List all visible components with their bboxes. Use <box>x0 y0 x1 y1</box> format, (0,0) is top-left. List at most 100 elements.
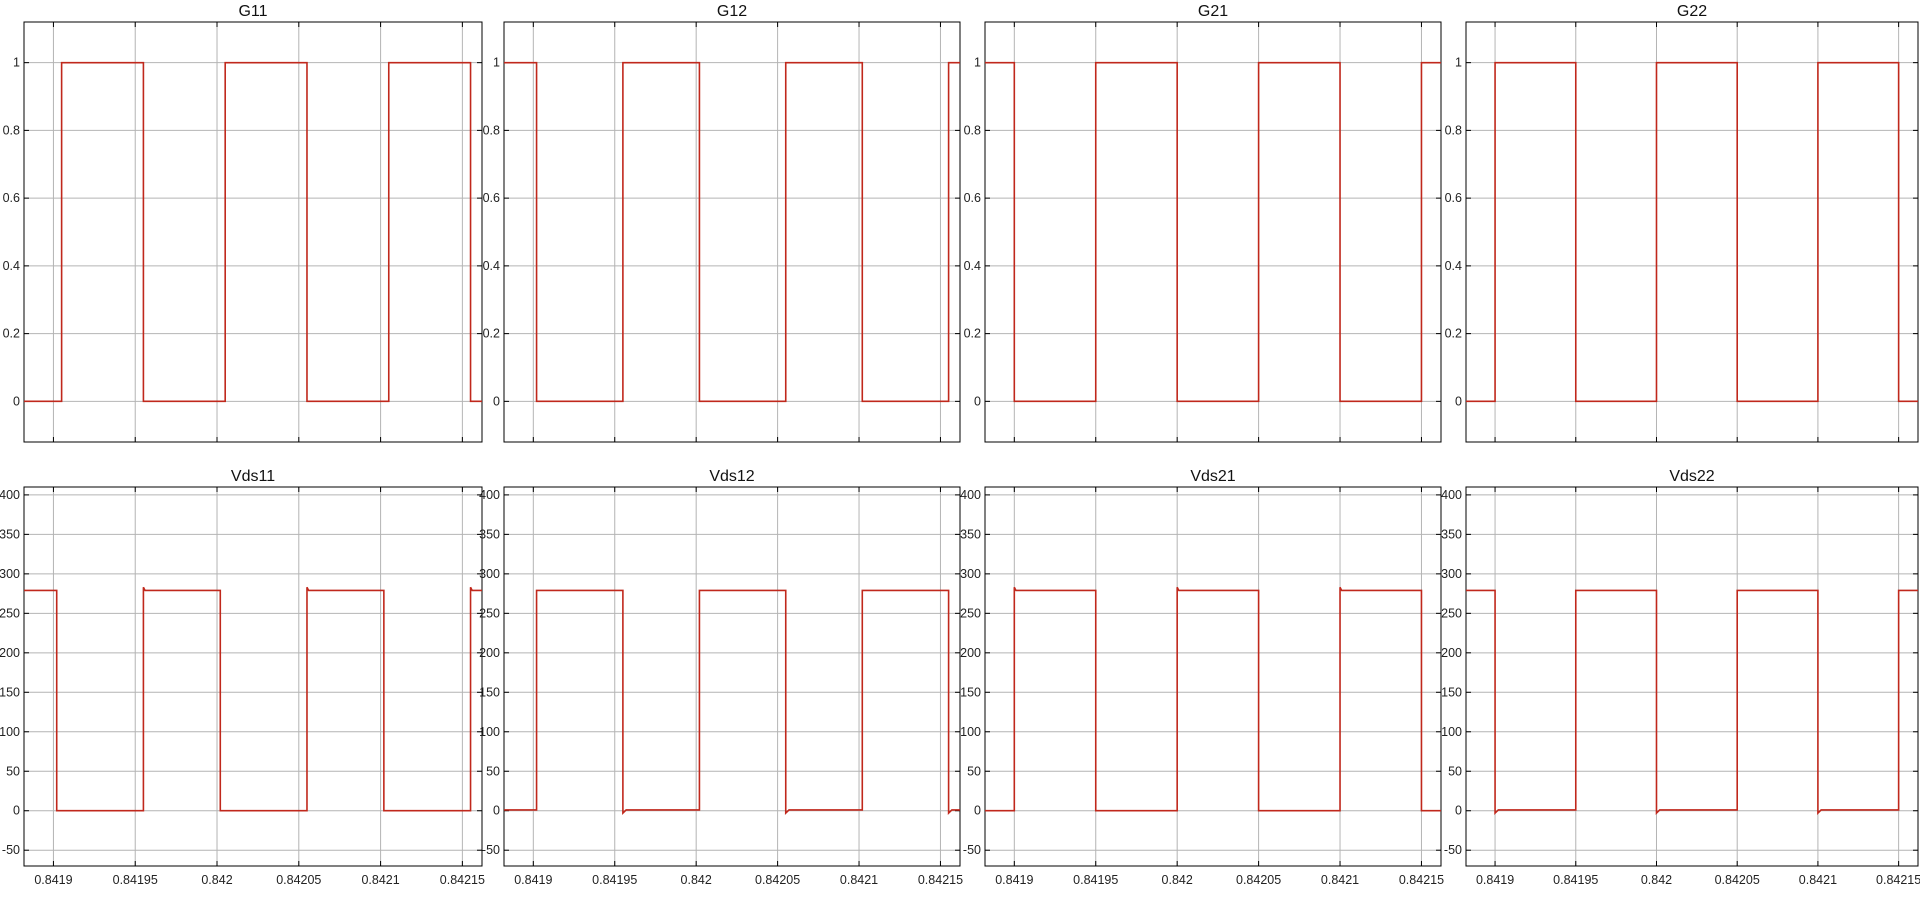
y-tick-label: 0.8 <box>1445 123 1462 137</box>
axes-frame <box>503 486 961 867</box>
y-tick-label: 300 <box>0 567 20 581</box>
y-tick-label: 0.2 <box>483 327 500 341</box>
series-line <box>504 589 960 815</box>
y-tick-label: 0 <box>1455 804 1462 818</box>
y-tick-label: 0.2 <box>3 327 20 341</box>
y-tick-label: 250 <box>960 606 981 620</box>
y-tick-label: 50 <box>6 764 20 778</box>
chart-panel-g21: 0 0.2 0.4 0.6 0.8 1 G21 <box>964 3 1442 443</box>
x-tick-label: 0.8419 <box>1476 873 1514 887</box>
y-tick-label: 0 <box>13 804 20 818</box>
x-tick-label: 0.84195 <box>113 873 158 887</box>
x-tick-label: 0.842 <box>1162 873 1193 887</box>
axes-frame <box>503 21 961 443</box>
y-tick-label: 100 <box>960 725 981 739</box>
y-tick-label: 0 <box>13 394 20 408</box>
y-tick-label: 0.8 <box>483 123 500 137</box>
chart-title: Vds22 <box>1669 468 1714 485</box>
x-tick-label: 0.8419 <box>995 873 1033 887</box>
chart-title: G22 <box>1677 3 1707 20</box>
series-line <box>24 61 482 403</box>
axes-frame <box>984 21 1442 443</box>
y-tick-label: 250 <box>0 606 20 620</box>
y-tick-label: -50 <box>482 843 500 857</box>
y-tick-label: 0.4 <box>1445 259 1462 273</box>
y-tick-label: 400 <box>479 488 500 502</box>
axes-frame <box>984 486 1442 867</box>
x-tick-label: 0.8421 <box>361 873 399 887</box>
y-tick-label: 250 <box>1441 606 1462 620</box>
y-tick-label: 50 <box>486 764 500 778</box>
y-tick-label: 350 <box>960 527 981 541</box>
x-tick-label: 0.84215 <box>440 873 485 887</box>
chart-panel-vds22: -50 0 50 100 150 200 250 300 350 400 0.8419 0.84195… <box>1441 468 1920 887</box>
y-tick-label: 150 <box>0 685 20 699</box>
y-tick-label: 350 <box>1441 527 1462 541</box>
y-tick-label: 0.2 <box>964 327 981 341</box>
axes-frame <box>23 486 483 867</box>
series-line <box>24 586 482 812</box>
y-tick-label: 0 <box>1455 394 1462 408</box>
chart-panel-g11: 0 0.2 0.4 0.6 0.8 1 G11 <box>3 3 483 443</box>
x-tick-label: 0.84215 <box>1876 873 1920 887</box>
chart-title: G11 <box>238 3 267 20</box>
y-tick-label: 0.2 <box>1445 327 1462 341</box>
y-tick-label: 0 <box>493 394 500 408</box>
y-tick-label: 0 <box>974 394 981 408</box>
series-line <box>985 61 1441 403</box>
y-tick-label: 0.4 <box>483 259 500 273</box>
chart-title: Vds11 <box>231 468 275 485</box>
y-tick-label: 150 <box>1441 685 1462 699</box>
y-tick-label: 0.8 <box>964 123 981 137</box>
chart-panel-g12: 0 0.2 0.4 0.6 0.8 1 G12 <box>483 3 961 443</box>
y-tick-label: 300 <box>1441 567 1462 581</box>
x-tick-label: 0.8419 <box>514 873 552 887</box>
y-tick-label: 400 <box>1441 488 1462 502</box>
x-tick-label: 0.84215 <box>1399 873 1444 887</box>
x-tick-label: 0.842 <box>681 873 712 887</box>
y-tick-label: 350 <box>479 527 500 541</box>
y-tick-label: 0.4 <box>3 259 20 273</box>
y-tick-label: 0.8 <box>3 123 20 137</box>
y-tick-label: -50 <box>2 843 20 857</box>
y-tick-label: 100 <box>479 725 500 739</box>
x-tick-label: 0.842 <box>1641 873 1672 887</box>
x-tick-label: 0.84205 <box>755 873 800 887</box>
chart-title: G12 <box>717 3 747 20</box>
y-tick-label: 0.6 <box>1445 191 1462 205</box>
y-tick-label: 0.6 <box>964 191 981 205</box>
y-tick-label: 1 <box>974 56 981 70</box>
y-tick-label: 400 <box>0 488 20 502</box>
y-tick-label: 0.6 <box>483 191 500 205</box>
y-tick-label: 300 <box>960 567 981 581</box>
x-tick-label: 0.84215 <box>918 873 963 887</box>
y-tick-label: 0 <box>974 804 981 818</box>
x-tick-label: 0.8421 <box>840 873 878 887</box>
series-line <box>504 61 960 403</box>
y-tick-label: 200 <box>960 646 981 660</box>
chart-title: G21 <box>1198 3 1228 20</box>
y-tick-label: 250 <box>479 606 500 620</box>
x-tick-label: 0.8421 <box>1799 873 1837 887</box>
x-tick-label: 0.842 <box>201 873 232 887</box>
series-line <box>1466 61 1918 403</box>
chart-panel-vds11: -50 0 50 100 150 200 250 300 350 400 0.8419 0.84195… <box>0 468 485 887</box>
axes-frame <box>1465 21 1919 443</box>
y-tick-label: 300 <box>479 567 500 581</box>
y-tick-label: 100 <box>1441 725 1462 739</box>
y-tick-label: 200 <box>0 646 20 660</box>
y-tick-label: -50 <box>963 843 981 857</box>
series-line <box>1466 589 1918 816</box>
chart-title: Vds21 <box>1190 468 1235 485</box>
y-tick-label: 150 <box>479 685 500 699</box>
y-tick-label: 350 <box>0 527 20 541</box>
y-tick-label: 1 <box>13 56 20 70</box>
y-tick-label: 150 <box>960 685 981 699</box>
series-line <box>985 586 1441 812</box>
chart-panel-vds12: -50 0 50 100 150 200 250 300 350 400 0.8419 0.84195… <box>479 468 963 887</box>
y-tick-label: 100 <box>0 725 20 739</box>
x-tick-label: 0.8421 <box>1321 873 1359 887</box>
y-tick-label: 200 <box>479 646 500 660</box>
y-tick-label: 1 <box>493 56 500 70</box>
